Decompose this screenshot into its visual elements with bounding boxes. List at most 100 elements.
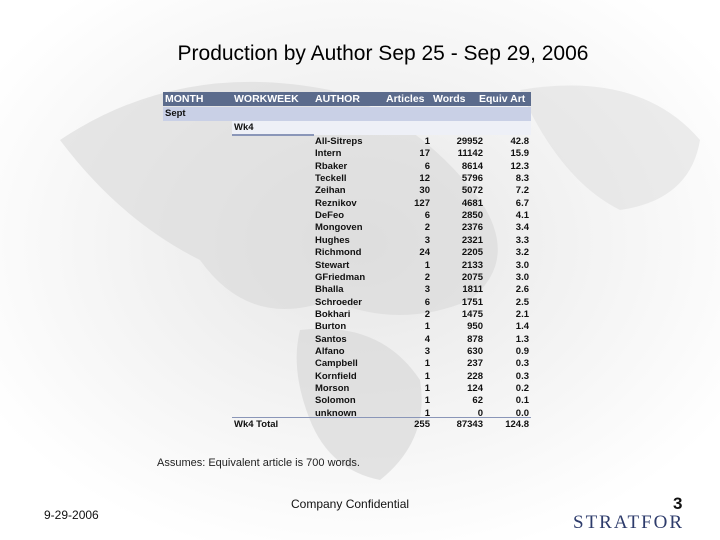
equiv-art: 6.7 xyxy=(515,197,529,209)
total-articles: 255 xyxy=(414,419,430,430)
articles: 12 xyxy=(419,173,430,185)
equiv-art: 3.4 xyxy=(515,222,529,234)
column-header: AUTHOR xyxy=(315,93,360,105)
words: 4681 xyxy=(461,197,483,209)
column-header: MONTH xyxy=(165,93,204,105)
author: Reznikov xyxy=(315,197,357,209)
articles: 2 xyxy=(424,271,430,283)
author: Alfano xyxy=(315,345,345,357)
divider xyxy=(232,134,314,136)
author: Teckell xyxy=(315,173,347,185)
words: 5796 xyxy=(461,173,483,185)
words: 1475 xyxy=(461,308,483,320)
logo: STRATFOR xyxy=(573,512,685,533)
equiv-art: 2.5 xyxy=(515,296,529,308)
words: 62 xyxy=(472,395,483,407)
articles: 1 xyxy=(424,321,430,333)
author: Rbaker xyxy=(315,160,348,172)
articles: 2 xyxy=(424,222,430,234)
equiv-art: 0.3 xyxy=(515,370,529,382)
table-header: MONTH WORKWEEK AUTHOR Articles Words Equ… xyxy=(163,92,531,106)
equiv-art: 1.3 xyxy=(515,333,529,345)
author: DeFeo xyxy=(315,210,345,222)
column-header: Equiv Art xyxy=(479,93,526,105)
total-equiv-art: 124.8 xyxy=(505,419,529,430)
author: Schroeder xyxy=(315,296,362,308)
articles: 2 xyxy=(424,308,430,320)
words: 878 xyxy=(467,333,483,345)
words: 2850 xyxy=(461,210,483,222)
words: 1811 xyxy=(462,284,483,296)
author: Bhalla xyxy=(315,284,344,296)
column-header: WORKWEEK xyxy=(234,93,299,105)
equiv-art: 0.9 xyxy=(515,345,529,357)
articles: 3 xyxy=(424,345,430,357)
articles: 1 xyxy=(424,395,430,407)
author: Burton xyxy=(315,321,347,333)
date: 9-29-2006 xyxy=(44,508,99,522)
articles: 4 xyxy=(424,333,430,345)
articles: 6 xyxy=(424,160,430,172)
equiv-art: 1.4 xyxy=(515,321,529,333)
equiv-art: 12.3 xyxy=(510,160,530,172)
total-label: Wk4 Total xyxy=(234,419,279,430)
column-header: Articles xyxy=(386,93,425,105)
month: Sept xyxy=(165,108,186,119)
words: 228 xyxy=(467,370,483,382)
words: 5072 xyxy=(461,185,483,197)
author: Stewart xyxy=(315,259,350,271)
author: Zeihan xyxy=(315,185,346,197)
articles: 1 xyxy=(424,370,430,382)
words: 630 xyxy=(467,345,483,357)
equiv-art: 42.8 xyxy=(510,136,530,147)
articles: 1 xyxy=(424,136,430,147)
words: 2133 xyxy=(461,259,483,271)
articles: 3 xyxy=(424,234,430,246)
equiv-art: 2.1 xyxy=(515,308,529,320)
author: Intern xyxy=(315,148,342,160)
equiv-art: 4.1 xyxy=(515,210,529,222)
author: GFriedman xyxy=(315,271,366,283)
total-divider xyxy=(232,417,531,418)
articles: 1 xyxy=(424,383,430,394)
slide-title: Production by Author Sep 25 - Sep 29, 20… xyxy=(177,42,589,65)
equiv-art: 8.3 xyxy=(515,173,529,185)
articles: 6 xyxy=(424,210,430,222)
articles: 1 xyxy=(424,259,430,271)
articles: 24 xyxy=(419,247,430,259)
workweek-row: Wk4 xyxy=(232,121,531,135)
words: 29952 xyxy=(456,136,483,147)
words: 0 xyxy=(477,407,483,419)
words: 124 xyxy=(467,383,483,394)
author: Campbell xyxy=(315,358,358,370)
author: Hughes xyxy=(315,234,350,246)
author: Richmond xyxy=(315,247,362,259)
workweek: Wk4 xyxy=(234,122,254,133)
footnote: Assumes: Equivalent article is 700 words… xyxy=(157,457,360,469)
equiv-art: 15.9 xyxy=(510,148,530,160)
words: 2376 xyxy=(461,222,483,234)
articles: 1 xyxy=(424,358,430,370)
words: 2321 xyxy=(461,234,483,246)
page-number: 3 xyxy=(673,494,683,513)
articles: 3 xyxy=(424,284,430,296)
articles: 6 xyxy=(424,296,430,308)
author: Mongoven xyxy=(315,222,363,234)
words: 950 xyxy=(467,321,483,333)
equiv-art: 3.0 xyxy=(515,271,529,283)
author: Santos xyxy=(315,333,347,345)
equiv-art: 7.2 xyxy=(515,185,529,197)
author: All-Sitreps xyxy=(315,136,363,147)
equiv-art: 0.0 xyxy=(515,407,529,419)
author: Bokhari xyxy=(315,308,351,320)
equiv-art: 3.0 xyxy=(515,259,529,271)
total-words: 87343 xyxy=(456,419,483,430)
equiv-art: 3.3 xyxy=(515,234,529,246)
author: Solomon xyxy=(315,395,356,407)
equiv-art: 0.1 xyxy=(515,395,529,407)
words: 1751 xyxy=(461,296,483,308)
words: 8614 xyxy=(461,160,483,172)
words: 237 xyxy=(467,358,483,370)
articles: 30 xyxy=(419,185,430,197)
articles: 127 xyxy=(414,197,430,209)
